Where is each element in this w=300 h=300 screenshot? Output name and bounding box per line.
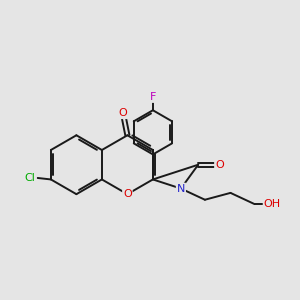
Text: N: N	[177, 184, 185, 194]
Text: Cl: Cl	[25, 173, 36, 183]
Text: F: F	[150, 92, 156, 102]
Text: O: O	[118, 108, 127, 118]
Text: O: O	[123, 189, 132, 199]
Text: O: O	[215, 160, 224, 170]
Text: OH: OH	[264, 199, 281, 209]
